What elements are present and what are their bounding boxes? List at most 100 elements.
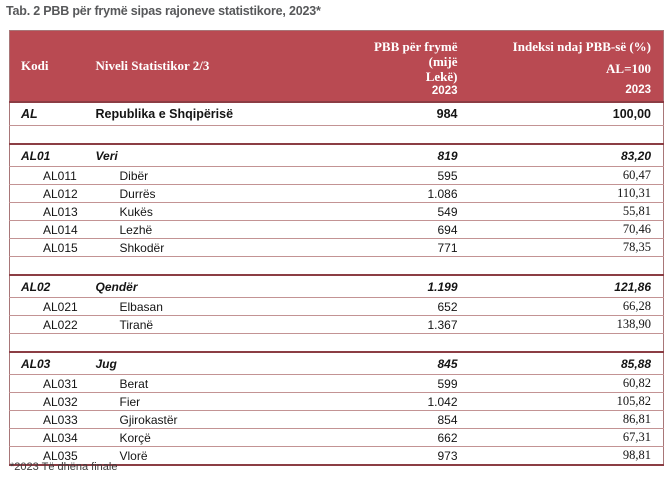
index-cell: 83,20 [471,143,664,167]
spacer-cell [9,333,664,353]
table-row-al01: AL01 Veri 819 83,20 [9,143,664,167]
table-row-al011: AL011 Dibër 595 60,47 [9,166,664,185]
index-cell: 55,81 [471,202,664,221]
header-indeksi-year: 2023 [625,84,651,96]
table-row-al013: AL013 Kukës 549 55,81 [9,202,664,221]
code-cell: AL032 [9,392,94,411]
name-cell: Qendër [93,274,344,298]
code-cell: AL [9,102,94,126]
index-cell: 70,46 [471,220,664,239]
value-cell: 599 [343,374,472,393]
table-body: AL Republika e Shqipërisë 984 100,00 AL01 Ver… [9,102,664,466]
table-row-al: AL Republika e Shqipërisë 984 100,00 [9,102,664,126]
header-indeksi-label: Indeksi ndaj PBB-së (%) [512,39,651,54]
value-cell: 549 [343,202,472,221]
value-cell: 694 [343,220,472,239]
index-cell: 60,47 [471,166,664,185]
code-cell: AL014 [9,220,94,239]
name-cell: Elbasan [93,297,344,316]
table-row-al015: AL015 Shkodër 771 78,35 [9,238,664,257]
spacer-row [9,125,664,145]
table-row-al012: AL012 Durrës 1.086 110,31 [9,184,664,203]
code-cell: AL013 [9,202,94,221]
index-cell: 121,86 [471,274,664,298]
code-cell: AL021 [9,297,94,316]
table-row-al03: AL03 Jug 845 85,88 [9,351,664,375]
value-cell: 771 [343,238,472,257]
code-cell: AL012 [9,184,94,203]
index-cell: 100,00 [471,102,664,126]
name-cell: Veri [93,143,344,167]
code-cell: AL03 [9,351,94,375]
header-pbb-label: PBB për frymë (mijë Lekë) [344,39,458,85]
name-cell: Jug [93,351,344,375]
footnote: *2023 Të dhëna finale [10,461,118,473]
table-row-al021: AL021 Elbasan 652 66,28 [9,297,664,316]
value-cell: 973 [343,446,472,466]
statistics-table: Kodi Niveli Statistikor 2/3 PBB për frym… [9,30,664,466]
value-cell: 1.199 [343,274,472,298]
value-cell: 662 [343,428,472,447]
table-title: Tab. 2 PBB për frymë sipas rajoneve stat… [6,4,321,18]
header-pbb-per-fryme: PBB për frymë (mijë Lekë) 2023 [343,30,472,103]
name-cell: Lezhë [93,220,344,239]
code-cell: AL011 [9,166,94,185]
code-cell: AL031 [9,374,94,393]
table-header-row: Kodi Niveli Statistikor 2/3 PBB për frym… [9,30,664,103]
header-niveli-statistikor: Niveli Statistikor 2/3 [93,30,344,103]
code-cell: AL033 [9,410,94,429]
index-cell: 66,28 [471,297,664,316]
name-cell: Shkodër [93,238,344,257]
code-cell: AL034 [9,428,94,447]
index-cell: 86,81 [471,410,664,429]
table-row-al033: AL033 Gjirokastër 854 86,81 [9,410,664,429]
index-cell: 67,31 [471,428,664,447]
name-cell: Durrës [93,184,344,203]
value-cell: 595 [343,166,472,185]
name-cell: Gjirokastër [93,410,344,429]
name-cell: Republika e Shqipërisë [93,102,344,126]
value-cell: 1.367 [343,315,472,334]
code-cell: AL022 [9,315,94,334]
name-cell: Vlorë [93,446,344,466]
table-row-al02: AL02 Qendër 1.199 121,86 [9,274,664,298]
code-cell: AL015 [9,238,94,257]
table-row-al031: AL031 Berat 599 60,82 [9,374,664,393]
name-cell: Berat [93,374,344,393]
value-cell: 819 [343,143,472,167]
name-cell: Tiranë [93,315,344,334]
index-cell: 98,81 [471,446,664,466]
value-cell: 1.042 [343,392,472,411]
spacer-row [9,256,664,276]
value-cell: 984 [343,102,472,126]
table-row-al032: AL032 Fier 1.042 105,82 [9,392,664,411]
code-cell: AL01 [9,143,94,167]
spacer-cell [9,125,664,145]
value-cell: 845 [343,351,472,375]
table-row-al014: AL014 Lezhë 694 70,46 [9,220,664,239]
table-row-al022: AL022 Tiranë 1.367 138,90 [9,315,664,334]
index-cell: 60,82 [471,374,664,393]
spacer-cell [9,256,664,276]
index-cell: 78,35 [471,238,664,257]
index-cell: 105,82 [471,392,664,411]
code-cell: AL035 [9,446,94,466]
name-cell: Fier [93,392,344,411]
code-cell: AL02 [9,274,94,298]
value-cell: 1.086 [343,184,472,203]
header-pbb-label-line1: PBB për frymë (mijë [373,39,458,69]
index-cell: 110,31 [471,184,664,203]
name-cell: Kukës [93,202,344,221]
name-cell: Dibër [93,166,344,185]
table-row-al035: AL035 Vlorë 973 98,81 [9,446,664,466]
header-pbb-label-line2: Lekë) [425,68,458,84]
table-row-al034: AL034 Korçë 662 67,31 [9,428,664,447]
header-al100-label: AL=100 [606,61,651,77]
header-pbb-year: 2023 [431,84,458,97]
index-cell: 138,90 [471,315,664,334]
header-indeksi: Indeksi ndaj PBB-së (%) AL=100 2023 [471,30,664,103]
spacer-row [9,333,664,353]
name-cell: Korçë [93,428,344,447]
value-cell: 652 [343,297,472,316]
